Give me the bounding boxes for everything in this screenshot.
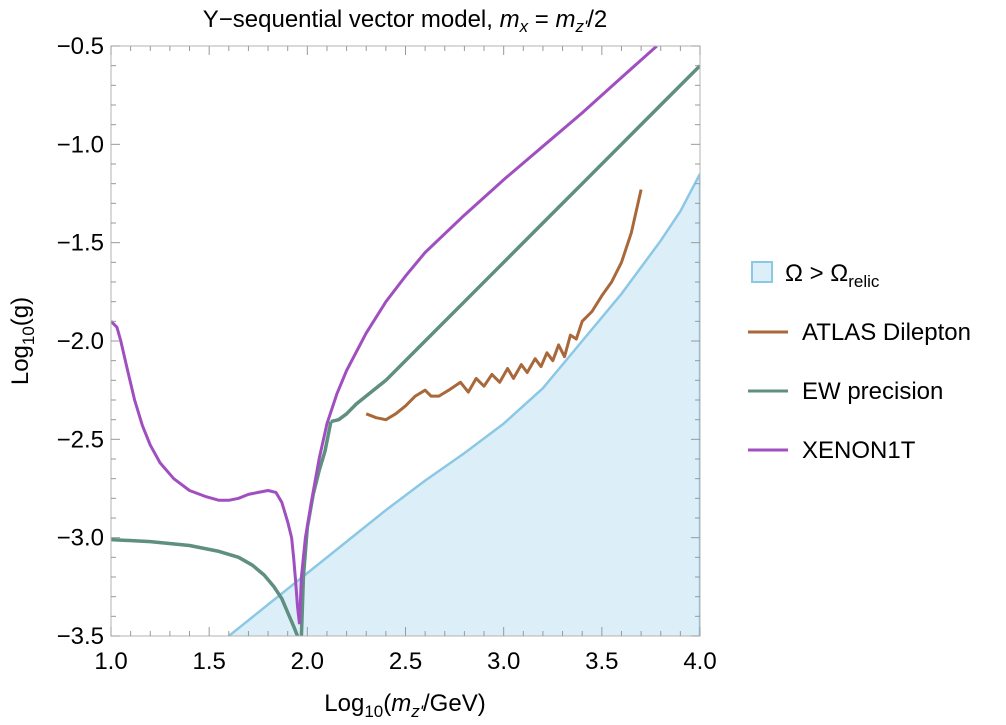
y-tick-label: −2.5 [57,426,104,453]
relic-region-fill [228,173,700,636]
x-tick-labels: 1.0 1.5 2.0 2.5 3.0 3.5 4.0 [94,648,716,675]
legend: Ω > Ωrelic ATLAS Dilepton EW precision X… [748,260,971,464]
y-tick-label: −1.0 [57,131,104,158]
x-tick-label: 2.5 [389,648,422,675]
legend-relic-swatch [751,261,773,283]
legend-atlas-label: ATLAS Dilepton [802,319,971,346]
relic-boundary-line [228,173,700,636]
x-tick-label: 1.0 [94,648,127,675]
y-tick-label: −2.0 [57,328,104,355]
legend-ew-label: EW precision [802,378,943,405]
legend-xenon-label: XENON1T [802,437,916,464]
legend-relic-label: Ω > Ωrelic [785,260,880,291]
chart-title: Y−sequential vector model, mx = mz'/2 [203,6,607,36]
axis-ticks [110,45,701,637]
x-tick-label: 4.0 [683,648,716,675]
y-tick-labels: −3.5 −3.0 −2.5 −2.0 −1.5 −1.0 −0.5 [57,33,104,650]
y-tick-label: −3.5 [57,623,104,650]
x-tick-label: 3.5 [585,648,618,675]
xenon1t-line [111,46,658,625]
y-tick-label: −0.5 [57,33,104,60]
x-tick-label: 2.0 [291,648,324,675]
y-tick-label: −1.5 [57,230,104,257]
x-tick-label: 3.0 [487,648,520,675]
y-axis-title: Log10(g) [7,297,38,385]
x-axis-title: Log10(mz'/GeV) [324,690,485,721]
x-tick-label: 1.5 [192,648,225,675]
atlas-dilepton-line [365,189,643,422]
y-tick-label: −3.0 [57,525,104,552]
